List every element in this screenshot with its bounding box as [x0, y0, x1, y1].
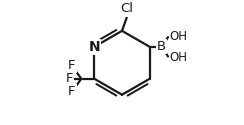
- Text: F: F: [66, 72, 73, 85]
- Text: Cl: Cl: [120, 2, 133, 16]
- Text: N: N: [89, 40, 100, 54]
- Text: F: F: [68, 85, 76, 98]
- Text: B: B: [157, 40, 166, 53]
- Text: OH: OH: [170, 30, 188, 43]
- Text: F: F: [68, 59, 76, 72]
- Text: OH: OH: [170, 51, 188, 64]
